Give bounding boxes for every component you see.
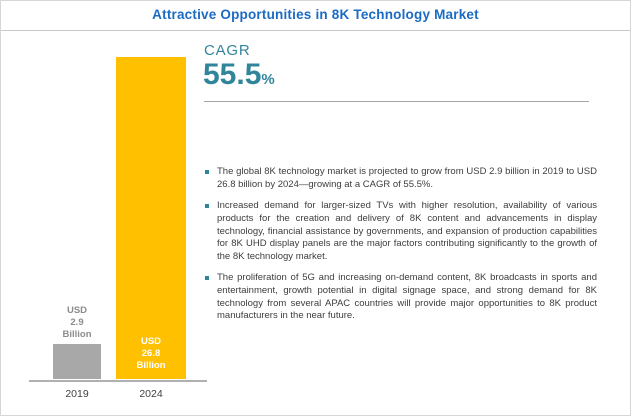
bullet-square-icon [205, 276, 209, 281]
x-axis-label-2019: 2019 [65, 388, 89, 400]
bullet-square-icon [205, 204, 209, 209]
page-title: Attractive Opportunities in 8K Technolog… [152, 7, 479, 22]
title-divider [1, 30, 630, 31]
bar-value-label-2024: USD 26.8 Billion [136, 336, 166, 372]
cagr-label: CAGR [204, 42, 251, 59]
bullet-text: The proliferation of 5G and increasing o… [217, 272, 597, 322]
bullet-text: The global 8K technology market is proje… [217, 166, 597, 190]
bar-group-2024: USD 26.8 Billion [116, 57, 186, 379]
bullet-text: Increased demand for larger-sized TVs wi… [217, 200, 597, 262]
x-axis-line [29, 380, 207, 382]
bar-2019 [53, 344, 101, 379]
bar-group-2019: USD 2.9 Billion [53, 305, 101, 379]
section-divider [204, 101, 589, 102]
cagr-value: 55.5% [203, 58, 275, 92]
percent-sign: % [261, 71, 275, 88]
x-axis-label-2024: 2024 [139, 388, 163, 400]
bullet-item: Increased demand for larger-sized TVs wi… [204, 200, 597, 263]
bar-value-label-2019: USD 2.9 Billion [62, 305, 92, 341]
bullet-item: The global 8K technology market is proje… [204, 166, 597, 191]
bullet-item: The proliferation of 5G and increasing o… [204, 272, 597, 323]
bar-2024: USD 26.8 Billion [116, 57, 186, 379]
cagr-number: 55.5 [203, 58, 262, 91]
bullet-list: The global 8K technology market is proje… [204, 166, 597, 332]
bullet-square-icon [205, 170, 209, 174]
